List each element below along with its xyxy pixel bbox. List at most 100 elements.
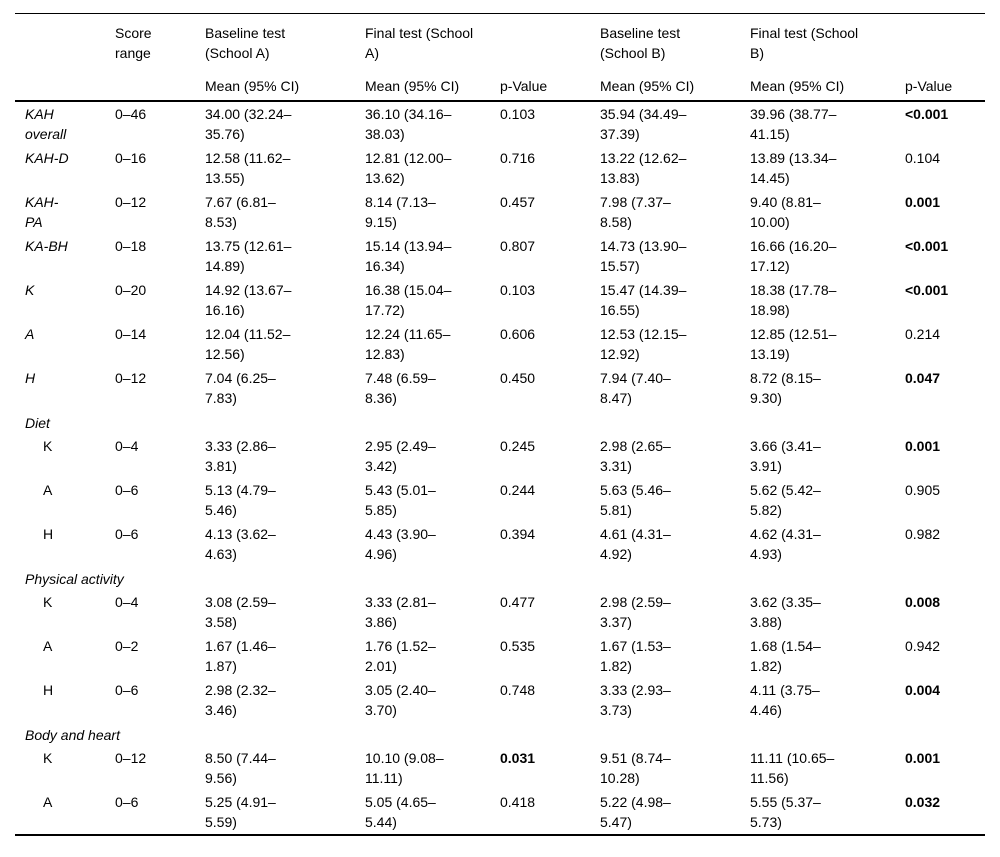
table-row: KAH- PA 0–12 7.67 (6.81– 8.53) 8.14 (7.13– … [15,190,985,234]
baseline-b-mean-cell: 2.98 (2.59– 3.37) [600,594,671,630]
baseline-b-mean-cell: 9.51 (8.74– 10.28) [600,750,671,786]
table-row: A 0–6 5.13 (4.79– 5.46) 5.43 (5.01– 5.85) 0.… [15,478,985,522]
baseline-b-mean-cell: 15.47 (14.39– 16.55) [600,282,687,318]
baseline-a-mean-cell: 7.04 (6.25– 7.83) [205,370,276,406]
p-value-b-cell: 0.104 [905,150,941,166]
baseline-b-mean-cell: 3.33 (2.93– 3.73) [600,682,671,718]
final-a-mean-cell: 3.33 (2.81– 3.86) [365,594,436,630]
score-range-cell: 0–4 [115,594,139,610]
p-value-b-cell: <0.001 [905,282,949,298]
baseline-b-mean-cell: 12.53 (12.15– 12.92) [600,326,687,362]
section-row: Diet [15,410,985,434]
final-b-mean-cell: 5.55 (5.37– 5.73) [750,794,821,830]
score-range-cell: 0–4 [115,438,139,454]
subheader-mean-ci-baseline-a: Mean (95% CI) [205,63,365,102]
p-value-b-cell: 0.032 [905,794,941,810]
baseline-a-mean-cell: 5.25 (4.91– 5.59) [205,794,276,830]
final-a-mean-cell: 5.43 (5.01– 5.85) [365,482,436,518]
p-value-a-cell: 0.606 [500,326,536,342]
subheader-mean-ci-baseline-b: Mean (95% CI) [600,63,750,102]
final-b-mean-cell: 11.11 (10.65– 11.56) [750,750,835,786]
baseline-a-mean-cell: 8.50 (7.44– 9.56) [205,750,276,786]
p-value-b-cell: 0.214 [905,326,941,342]
p-value-a-cell: 0.716 [500,150,536,166]
section-row: Physical activity [15,566,985,590]
row-label: K [43,594,53,610]
section-row: Body and heart [15,722,985,746]
p-value-b-cell: 0.047 [905,370,941,386]
header-score-range: Score range [115,25,152,61]
p-value-b-cell: 0.008 [905,594,941,610]
table-row: KAH overall 0–46 34.00 (32.24– 35.76) 36.10… [15,101,985,146]
baseline-a-mean-cell: 3.08 (2.59– 3.58) [205,594,276,630]
row-label: H [43,682,54,698]
final-a-mean-cell: 12.24 (11.65– 12.83) [365,326,451,362]
final-b-mean-cell: 5.62 (5.42– 5.82) [750,482,821,518]
subheader-mean-ci-final-a: Mean (95% CI) [365,63,500,102]
final-b-mean-cell: 9.40 (8.81– 10.00) [750,194,821,230]
row-label: A [25,326,35,342]
p-value-a-cell: 0.394 [500,526,536,542]
final-b-mean-cell: 13.89 (13.34– 14.45) [750,150,837,186]
score-range-cell: 0–6 [115,482,139,498]
p-value-b-cell: <0.001 [905,106,949,122]
row-label: KAH overall [25,106,67,142]
p-value-a-cell: 0.457 [500,194,536,210]
p-value-a-cell: 0.103 [500,282,536,298]
final-a-mean-cell: 1.76 (1.52– 2.01) [365,638,436,674]
header-corner-cell [15,14,115,64]
final-a-mean-cell: 16.38 (15.04– 17.72) [365,282,452,318]
baseline-a-mean-cell: 3.33 (2.86– 3.81) [205,438,276,474]
final-a-mean-cell: 36.10 (34.16– 38.03) [365,106,452,142]
p-value-a-cell: 0.103 [500,106,536,122]
baseline-b-mean-cell: 14.73 (13.90– 15.57) [600,238,687,274]
score-range-cell: 0–14 [115,326,147,342]
row-label: K [43,438,53,454]
table-row: K 0–4 3.08 (2.59– 3.58) 3.33 (2.81– 3.86) 0.… [15,590,985,634]
subheader-empty-label [15,63,115,102]
baseline-b-mean-cell: 35.94 (34.49– 37.39) [600,106,687,142]
header-empty-pvalue-b [905,14,985,64]
baseline-a-mean-cell: 5.13 (4.79– 5.46) [205,482,276,518]
row-label: KAH-D [25,150,69,166]
final-b-mean-cell: 4.62 (4.31– 4.93) [750,526,821,562]
final-a-mean-cell: 4.43 (3.90– 4.96) [365,526,436,562]
final-a-mean-cell: 3.05 (2.40– 3.70) [365,682,436,718]
subheader-p-value-a: p-Value [500,63,600,102]
row-label: K [43,750,53,766]
row-label: H [25,370,36,386]
header-row-groups: Score range Baseline test (School A) Fin… [15,14,985,64]
p-value-a-cell: 0.807 [500,238,536,254]
baseline-a-mean-cell: 13.75 (12.61– 14.89) [205,238,292,274]
table-row: H 0–12 7.04 (6.25– 7.83) 7.48 (6.59– 8.36) 0… [15,366,985,410]
p-value-a-cell: 0.244 [500,482,536,498]
p-value-a-cell: 0.418 [500,794,536,810]
final-b-mean-cell: 12.85 (12.51– 13.19) [750,326,837,362]
baseline-a-mean-cell: 34.00 (32.24– 35.76) [205,106,292,142]
section-label: Body and heart [25,727,120,743]
baseline-a-mean-cell: 1.67 (1.46– 1.87) [205,638,276,674]
final-a-mean-cell: 12.81 (12.00– 13.62) [365,150,452,186]
baseline-b-mean-cell: 13.22 (12.62– 13.83) [600,150,687,186]
final-a-mean-cell: 7.48 (6.59– 8.36) [365,370,436,406]
p-value-b-cell: 0.942 [905,638,941,654]
score-range-cell: 0–6 [115,526,139,542]
p-value-a-cell: 0.031 [500,750,536,766]
final-a-mean-cell: 2.95 (2.49– 3.42) [365,438,436,474]
results-table: Score range Baseline test (School A) Fin… [15,13,985,836]
p-value-a-cell: 0.245 [500,438,536,454]
final-b-mean-cell: 3.62 (3.35– 3.88) [750,594,821,630]
baseline-a-mean-cell: 14.92 (13.67– 16.16) [205,282,292,318]
baseline-a-mean-cell: 12.58 (11.62– 13.55) [205,150,291,186]
section-label: Physical activity [25,571,124,587]
score-range-cell: 0–12 [115,370,147,386]
baseline-b-mean-cell: 4.61 (4.31– 4.92) [600,526,671,562]
header-final-school-b: Final test (School B) [750,25,859,61]
baseline-b-mean-cell: 5.22 (4.98– 5.47) [600,794,671,830]
baseline-a-mean-cell: 7.67 (6.81– 8.53) [205,194,276,230]
subheader-empty-score [115,63,205,102]
baseline-b-mean-cell: 7.94 (7.40– 8.47) [600,370,671,406]
p-value-b-cell: 0.001 [905,194,941,210]
p-value-a-cell: 0.450 [500,370,536,386]
p-value-a-cell: 0.477 [500,594,536,610]
